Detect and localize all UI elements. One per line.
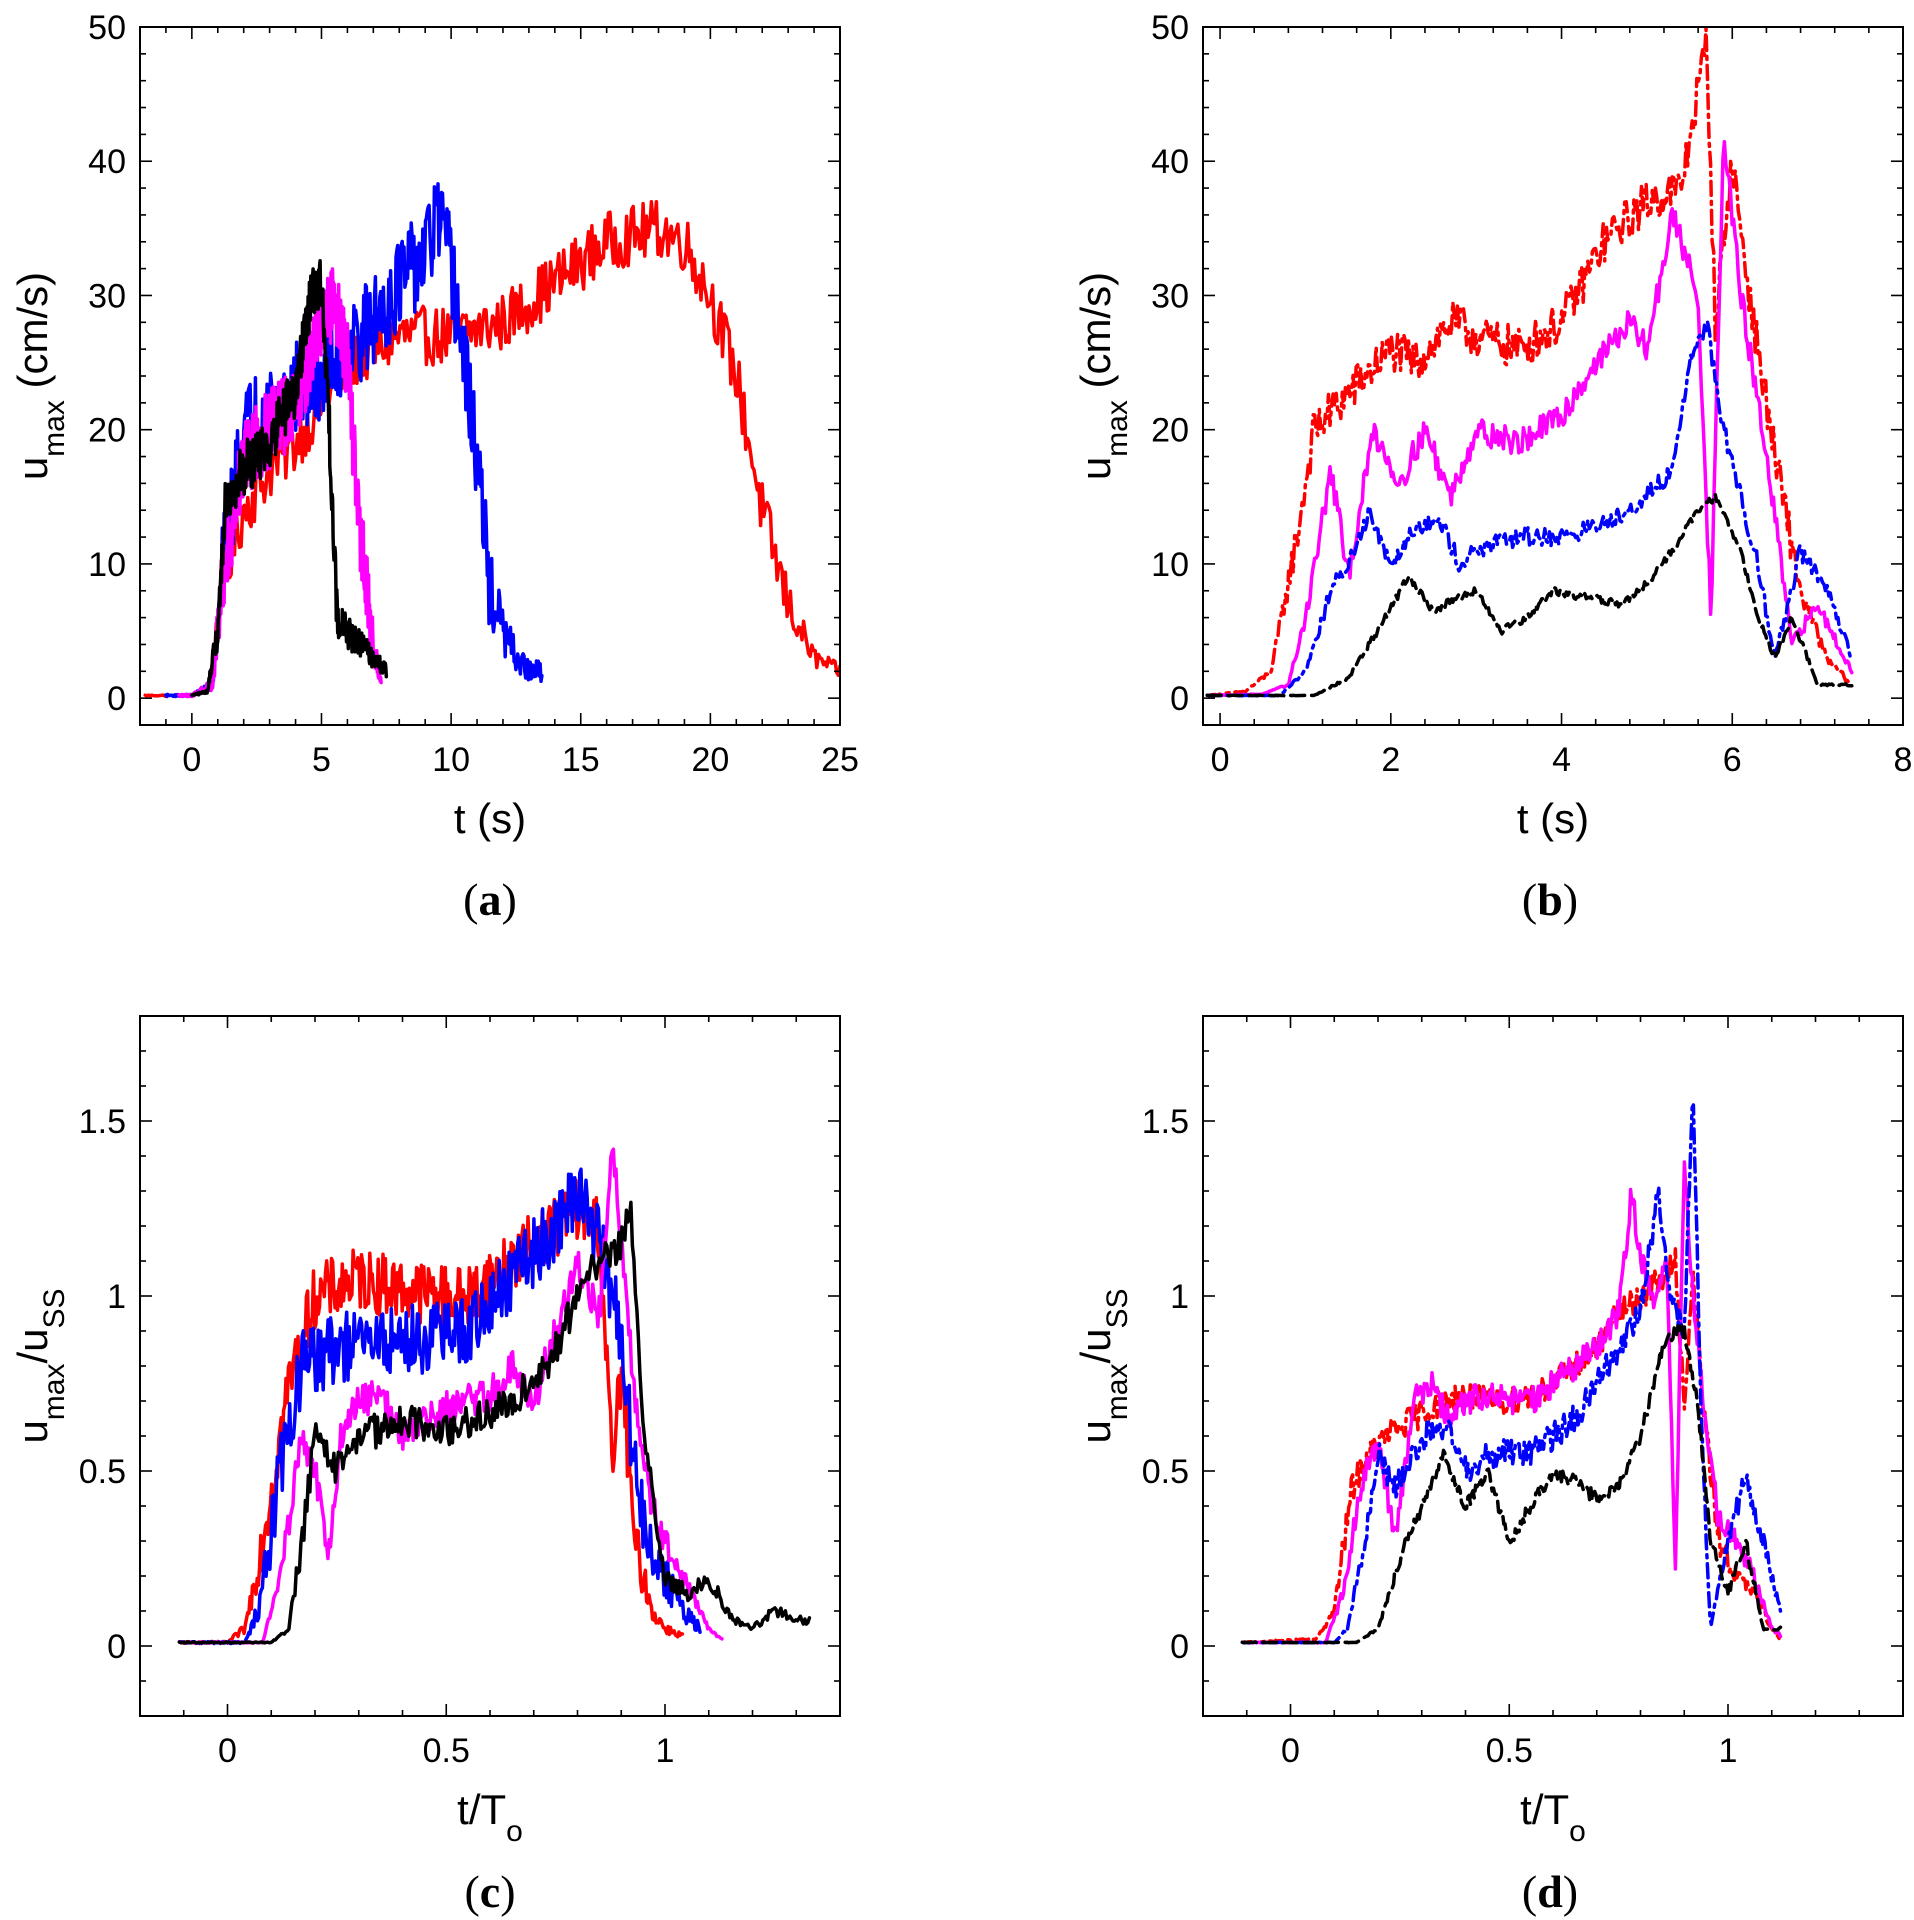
x-tick-label: 1 bbox=[656, 1732, 675, 1770]
y-tick-label: 1 bbox=[1170, 1278, 1189, 1316]
y-tick-label: 40 bbox=[88, 143, 126, 181]
x-tick-label: 6 bbox=[1723, 741, 1742, 779]
panel-caption: (c) bbox=[464, 1866, 515, 1917]
x-tick-label: 0.5 bbox=[1486, 1732, 1533, 1770]
series-red-line bbox=[177, 1178, 685, 1646]
y-axis-label: umax/uSS bbox=[9, 1288, 71, 1443]
series-blue-line bbox=[1205, 320, 1854, 698]
panel-d: 0 0.5 1 0 0.5 1 1.5 t/To umax/uSS (d) bbox=[1072, 1015, 1904, 1917]
series-black-line bbox=[1205, 492, 1854, 698]
panel-b: 0 2 4 6 8 0 10 20 30 40 50 t (s) umax (cm/s) (b) bbox=[1072, 9, 1912, 925]
x-tick-label: 0 bbox=[182, 741, 201, 779]
series-magenta-line bbox=[177, 267, 383, 699]
y-tick-label: 1 bbox=[107, 1278, 126, 1316]
panel-caption: (b) bbox=[1522, 874, 1578, 925]
y-tick-label: 0 bbox=[107, 1628, 126, 1666]
series-blue-line bbox=[1240, 1103, 1783, 1645]
x-tick-label: 0 bbox=[1211, 741, 1230, 779]
x-tick-label: 0.5 bbox=[423, 1732, 470, 1770]
series-magenta-line bbox=[1240, 1160, 1783, 1645]
series-black-line bbox=[1240, 1324, 1783, 1645]
panel-c: 0 0.5 1 0 0.5 1 1.5 t/To umax/uSS (c) bbox=[9, 1015, 841, 1917]
x-tick-label: 20 bbox=[691, 741, 729, 779]
plot-area bbox=[1205, 27, 1854, 698]
series-black-line bbox=[190, 258, 389, 698]
x-axis-label: t/To bbox=[1520, 1786, 1586, 1848]
panel-caption: (a) bbox=[463, 874, 517, 925]
y-tick-label: 0 bbox=[1170, 680, 1189, 718]
x-tick-label: 0 bbox=[1281, 1732, 1300, 1770]
y-axis-label: umax/uSS bbox=[1072, 1288, 1134, 1443]
axes-frame bbox=[139, 1015, 841, 1717]
y-tick-label: 0 bbox=[1170, 1628, 1189, 1666]
y-tick-label: 20 bbox=[1151, 412, 1189, 450]
y-tick-label: 1.5 bbox=[1142, 1103, 1189, 1141]
x-axis-label: t (s) bbox=[1517, 795, 1589, 842]
y-tick-label: 1.5 bbox=[79, 1103, 126, 1141]
plot-area bbox=[1240, 1103, 1783, 1645]
plot-area bbox=[177, 1147, 812, 1646]
x-tick-label: 4 bbox=[1552, 741, 1571, 779]
panel-a: 0 5 10 15 20 25 0 10 20 30 40 50 t (s) umax (cm/s) (a) bbox=[9, 9, 859, 925]
x-tick-label: 25 bbox=[821, 741, 859, 779]
series-red-line bbox=[143, 199, 840, 698]
y-tick-label: 10 bbox=[88, 546, 126, 584]
x-tick-label: 2 bbox=[1381, 741, 1400, 779]
x-tick-label: 8 bbox=[1894, 741, 1913, 779]
series-magenta-line bbox=[1205, 140, 1854, 698]
x-axis-label: t (s) bbox=[454, 795, 526, 842]
series-red-line bbox=[1205, 27, 1854, 698]
y-tick-label: 50 bbox=[88, 9, 126, 47]
series-blue-line bbox=[177, 1167, 702, 1646]
y-tick-label: 40 bbox=[1151, 143, 1189, 181]
y-axis-label: umax (cm/s) bbox=[9, 272, 71, 480]
x-tick-label: 15 bbox=[562, 741, 600, 779]
y-tick-label: 50 bbox=[1151, 9, 1189, 47]
axes-frame bbox=[1202, 26, 1904, 726]
axes-frame bbox=[1202, 1015, 1904, 1717]
y-tick-label: 30 bbox=[88, 277, 126, 315]
panel-caption: (d) bbox=[1522, 1866, 1578, 1917]
x-tick-label: 5 bbox=[312, 741, 331, 779]
y-tick-label: 10 bbox=[1151, 546, 1189, 584]
x-tick-label: 0 bbox=[218, 1732, 237, 1770]
plot-area bbox=[143, 182, 840, 699]
y-tick-label: 30 bbox=[1151, 277, 1189, 315]
y-tick-label: 0.5 bbox=[79, 1453, 126, 1491]
x-tick-label: 10 bbox=[432, 741, 470, 779]
x-tick-label: 1 bbox=[1719, 1732, 1738, 1770]
y-tick-label: 0 bbox=[107, 680, 126, 718]
y-tick-label: 20 bbox=[88, 412, 126, 450]
y-tick-label: 0.5 bbox=[1142, 1453, 1189, 1491]
series-black-line bbox=[177, 1200, 812, 1645]
x-axis-label: t/To bbox=[457, 1786, 523, 1848]
y-axis-label: umax (cm/s) bbox=[1072, 272, 1134, 480]
